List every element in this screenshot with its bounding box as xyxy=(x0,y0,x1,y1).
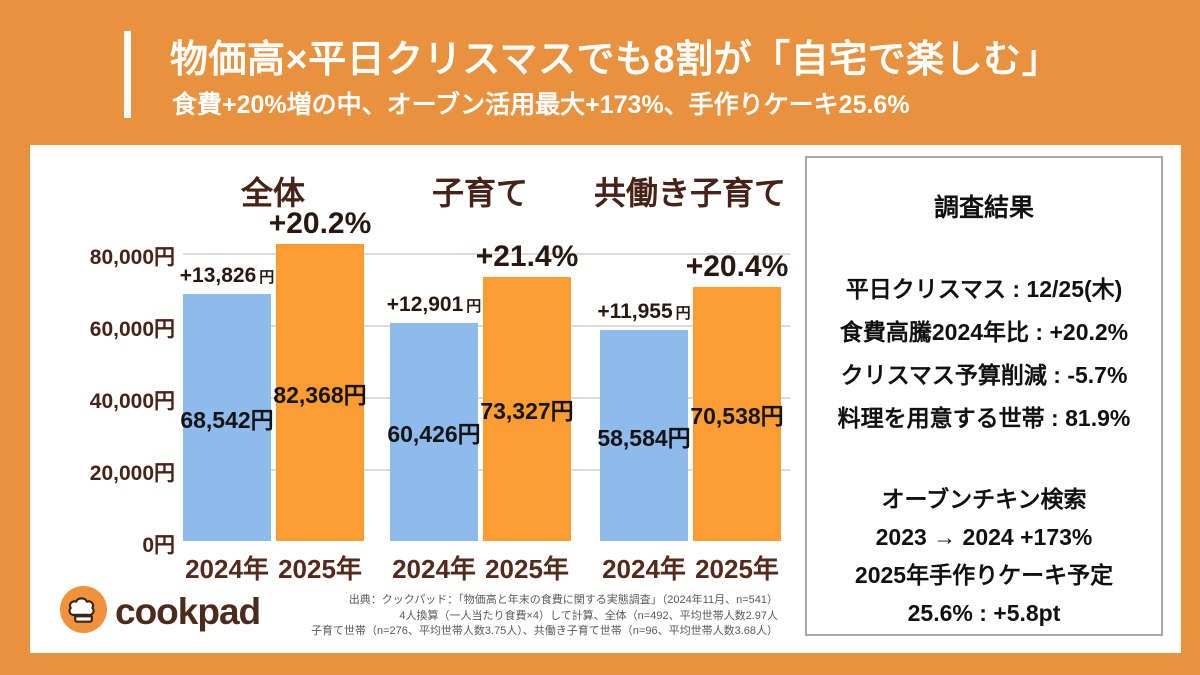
highlight-search-growth: 2023 → 2024 +173% xyxy=(875,524,1093,550)
results-panel: 調査結果 平日クリスマス : 12/25(木) 食費高騰2024年比 : +20… xyxy=(805,156,1163,636)
source-line-1: 出典：クックパッド：「物価高と年末の食費に関する実態調査」（2024年11月、n… xyxy=(348,594,778,606)
results-highlight-block: オーブンチキン検索 2023 → 2024 +173% 2025年手作りケーキ予… xyxy=(807,480,1161,632)
bar-column-dualincome-2024: +11,955 円 58,584円 2024年 xyxy=(597,145,691,584)
page-subtitle: 食費+20%増の中、オーブン活用最大+173%、手作りケーキ25.6% xyxy=(172,91,910,119)
pct-label-dualincome: +20.4% xyxy=(685,250,789,283)
stat-weekday-christmas: 平日クリスマス : 12/25(木) xyxy=(845,276,1123,302)
x-label-overall-2024: 2024年 xyxy=(185,554,269,584)
y-tick-40000: 40,000円 xyxy=(89,390,175,413)
pct-label-childcare: +21.4% xyxy=(475,240,579,273)
diff-label-childcare: +12,901 円 xyxy=(387,293,482,317)
diff-label-dualincome: +11,955 円 xyxy=(597,300,690,324)
bar-column-childcare-2024: +12,901 円 60,426円 2024年 xyxy=(387,145,482,584)
source-line-2: 4人換算（一人当たり食費×4）して計算、全体（n=492、平均世帯人数2.97人 xyxy=(399,609,778,622)
title-accent-bar xyxy=(124,31,131,118)
group-label-childcare: 子育て xyxy=(431,175,528,211)
highlight-handmade-cake: 2025年手作りケーキ予定 xyxy=(854,562,1114,588)
stat-households-cooking: 料理を用意する世帯 : 81.9% xyxy=(837,405,1131,431)
bar-overall-2024: 68,542円 xyxy=(180,294,274,541)
diff-number: +12,901 xyxy=(386,293,464,316)
bar-value-label: 68,542円 xyxy=(180,406,274,433)
bar-value-label: 82,368円 xyxy=(273,381,367,408)
bar-dualincome-2024: 58,584円 xyxy=(597,330,691,541)
page-title: 物価高×平日クリスマスでも8割が「自宅で楽しむ」 xyxy=(170,39,1061,81)
bar-column-childcare-2025: +21.4% 73,327円 2025年 xyxy=(476,145,579,584)
gridline-80000 xyxy=(183,253,790,255)
y-tick-80000: 80,000円 xyxy=(89,246,175,269)
cookpad-logo: cookpad xyxy=(60,586,261,638)
bar-column-overall-2024: +13,826 円 68,542円 2024年 xyxy=(180,145,275,584)
source-line-3: 子育て世帯（n=276、平均世帯人数3.75人）、共働き子育て世帯（n=96、平… xyxy=(311,625,778,637)
bar-column-overall-2025: +20.2% 82,368円 2025年 xyxy=(269,145,372,584)
bar-overall-2025: 82,368円 xyxy=(273,244,367,541)
x-label-dualincome-2025: 2025年 xyxy=(695,554,779,584)
group-label-dualincome: 共働き子育て xyxy=(593,175,786,211)
x-label-overall-2025: 2025年 xyxy=(278,554,362,584)
bar-dualincome-2025: 70,538円 xyxy=(690,287,784,541)
source-note: 出典：クックパッド：「物価高と年末の食費に関する実態調査」（2024年11月、n… xyxy=(311,593,778,640)
diff-unit: 円 xyxy=(259,269,275,286)
bar-column-dualincome-2025: +20.4% 70,538円 2025年 xyxy=(686,145,789,584)
stat-budget-cut: クリスマス予算削減 : -5.7% xyxy=(840,362,1128,388)
bar-value-label: 73,327円 xyxy=(480,398,574,424)
y-tick-20000: 20,000円 xyxy=(89,462,175,485)
pct-label-overall: +20.2% xyxy=(268,207,372,240)
chef-hat-icon xyxy=(60,586,107,638)
x-label-dualincome-2024: 2024年 xyxy=(602,554,686,584)
diff-number: +13,826 xyxy=(179,264,257,287)
diff-number: +11,955 xyxy=(597,300,673,323)
group-label-overall: 全体 xyxy=(240,175,305,211)
diff-label-overall: +13,826 円 xyxy=(180,264,275,288)
bar-childcare-2024: 60,426円 xyxy=(387,323,481,541)
stat-food-cost-rise: 食費高騰2024年比 : +20.2% xyxy=(839,319,1129,345)
bar-value-label: 70,538円 xyxy=(690,403,784,429)
highlight-cake-percentage: 25.6% : +5.8pt xyxy=(907,600,1061,626)
bar-childcare-2025: 73,327円 xyxy=(480,277,574,541)
bar-value-label: 58,584円 xyxy=(597,424,691,451)
x-label-childcare-2024: 2024年 xyxy=(392,554,476,584)
logo-wordmark: cookpad xyxy=(115,591,261,632)
bar-chart-plot: +13,826 円 68,542円 2024年 +20.2% 82,368円 20… xyxy=(180,145,790,584)
highlight-oven-chicken: オーブンチキン検索 xyxy=(881,486,1087,512)
y-tick-0: 0円 xyxy=(142,534,175,557)
x-label-childcare-2025: 2025年 xyxy=(485,554,569,584)
results-panel-title: 調査結果 xyxy=(933,194,1034,222)
diff-unit: 円 xyxy=(675,305,691,322)
results-stats-block: 平日クリスマス : 12/25(木) 食費高騰2024年比 : +20.2% ク… xyxy=(807,268,1161,440)
y-tick-60000: 60,000円 xyxy=(89,318,175,341)
diff-unit: 円 xyxy=(466,298,482,315)
bar-value-label: 60,426円 xyxy=(387,421,481,447)
